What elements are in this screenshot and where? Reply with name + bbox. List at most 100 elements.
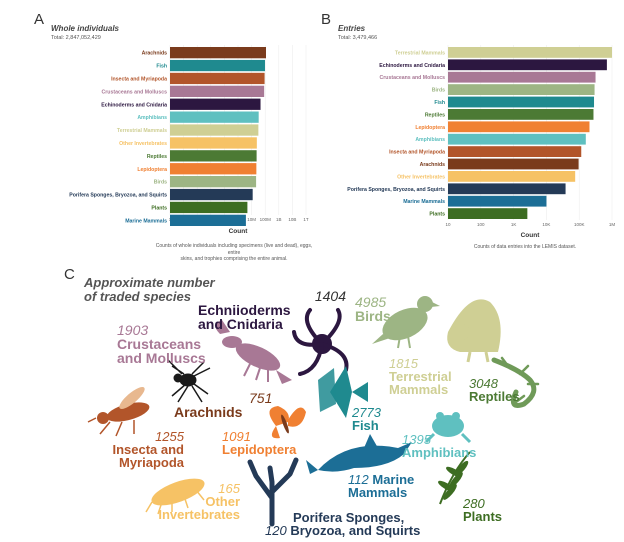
spider-icon: [167, 359, 211, 403]
species-count: 1395: [402, 432, 431, 447]
fish-icon: [318, 366, 368, 418]
species-count: 1815: [389, 356, 418, 371]
panel-a-caption-line: Counts of whole individuals including sp…: [155, 243, 313, 256]
species-lepidoptera: 1091 Lepidoptera: [222, 430, 296, 456]
bar: [448, 171, 576, 182]
category-label: Porifera Sponges, Bryozoa, and Squirts: [347, 187, 445, 193]
x-tick-label: 1B: [276, 217, 282, 222]
coral-icon: [247, 457, 299, 527]
species-name-line: Plants: [463, 509, 503, 524]
species-count: 3048: [469, 376, 498, 391]
species-name-line: Arachnids: [174, 404, 243, 420]
category-label: Birds: [432, 88, 445, 94]
bar: [170, 98, 261, 110]
x-tick-label: 100: [477, 222, 485, 227]
bar: [170, 137, 257, 149]
species-count: 120: [265, 523, 287, 538]
category-label: Other Invertebrates: [397, 174, 445, 180]
category-label: Marine Mammals: [403, 199, 445, 205]
x-tick-label: 1K: [511, 222, 517, 227]
x-tick-label: 10B: [288, 217, 296, 222]
bar: [170, 124, 259, 136]
species-name-line: Porifera Sponges,: [293, 510, 405, 525]
panel-a-title: Whole individuals: [51, 24, 120, 33]
frog-icon: [424, 412, 472, 444]
fern-icon: [438, 451, 471, 505]
category-label: Amphibians: [137, 115, 167, 121]
species-porifera-line: 120 Bryozoa, and Squirts: [265, 524, 420, 537]
bar: [448, 96, 595, 108]
panel-c-title-line: of traded species: [84, 289, 191, 304]
x-tick-label: 1M: [609, 222, 616, 227]
x-tick-label: 10M: [247, 217, 256, 222]
bar: [448, 59, 607, 71]
category-label: Echinoderms and Cnidaria: [379, 63, 445, 69]
category-label: Echinoderms and Cnidaria: [101, 102, 167, 108]
butterfly-icon: [269, 406, 306, 439]
species-count: 280: [463, 496, 485, 511]
species-name-line: Marine: [372, 472, 415, 487]
category-label: Amphibians: [415, 137, 445, 143]
species-count: 112: [348, 472, 369, 487]
species-reptiles: 3048 Reptiles: [469, 377, 520, 403]
panel-a-caption: Counts of whole individuals including sp…: [149, 243, 319, 263]
bar: [448, 195, 547, 207]
category-label: Plants: [151, 205, 167, 211]
species-count: 2773: [352, 405, 381, 420]
bar: [448, 84, 595, 95]
species-name-line: Bryozoa, and Squirts: [290, 523, 421, 538]
species-marine-mammals: 112 Marine Mammals: [348, 473, 414, 499]
bar: [170, 201, 248, 214]
panel-b-letter: B: [321, 11, 332, 28]
category-label: Arachnids: [420, 162, 445, 168]
bar: [170, 111, 259, 123]
bird-icon: [372, 296, 440, 349]
bar-charts: 1101K10K100K1M10M100M1B10B1TArachnidsFis…: [69, 45, 616, 239]
dolphin-icon: [306, 434, 412, 474]
bar: [448, 133, 586, 145]
wasp-icon: [87, 387, 150, 437]
panel-a-total: Total: 2,847,052,429: [51, 35, 101, 41]
bar: [170, 59, 265, 72]
bar: [448, 208, 528, 219]
species-porifera: Porifera Sponges, 120 Bryozoa, and Squir…: [265, 511, 420, 537]
panel-c-title: Approximate number of traded species: [84, 276, 215, 304]
species-name: Echniioderms and Cnidaria: [198, 303, 291, 331]
species-name-line: Echniioderms: [198, 302, 291, 318]
panel-b-caption: Counts of data entries into the LEMIS da…: [465, 244, 585, 251]
category-label: Lepidoptera: [137, 167, 167, 173]
bar: [448, 183, 566, 195]
bar: [448, 71, 596, 83]
lizard-icon: [491, 356, 540, 408]
bar: [448, 146, 582, 157]
panel-a-caption-line: skins, and trophies comprising the entir…: [180, 256, 288, 262]
panel-b-total: Total: 3,479,466: [338, 35, 378, 41]
category-label: Insecta and Myriapoda: [389, 150, 445, 156]
species-count: 165: [218, 481, 240, 496]
species-count: 4985: [355, 294, 387, 310]
species-plants: 280 Plants: [463, 497, 502, 523]
terrestrial-mammal-icon: [447, 299, 501, 363]
category-label: Crustaceans and Molluscs: [102, 89, 168, 95]
brittle-star-icon: [292, 308, 349, 376]
species-name-line: and Cnidaria: [198, 316, 283, 332]
bar: [448, 109, 594, 120]
species-illustrations: [87, 296, 540, 527]
species-name-line: Reptiles: [469, 389, 520, 404]
species-birds: 4985 Birds: [355, 295, 391, 323]
x-tick-label: 10: [445, 222, 451, 227]
species-echinoderms: 1404: [256, 289, 346, 303]
category-label: Reptiles: [147, 154, 167, 160]
bar: [170, 176, 257, 188]
bar: [170, 47, 266, 59]
lobster-icon: [215, 320, 292, 384]
x-tick-label: 100K: [574, 222, 585, 227]
category-label: Crustaceans and Molluscs: [380, 75, 446, 81]
species-name-line: Mammals: [389, 382, 449, 397]
isopod-icon: [145, 478, 205, 515]
category-label: Fish: [156, 64, 167, 70]
category-label: Insecta and Myriapoda: [111, 76, 167, 82]
species-name-line: Crustaceans: [117, 336, 202, 352]
species-name-line: Terrestrial: [389, 369, 452, 384]
species-count: 1903: [117, 322, 149, 338]
